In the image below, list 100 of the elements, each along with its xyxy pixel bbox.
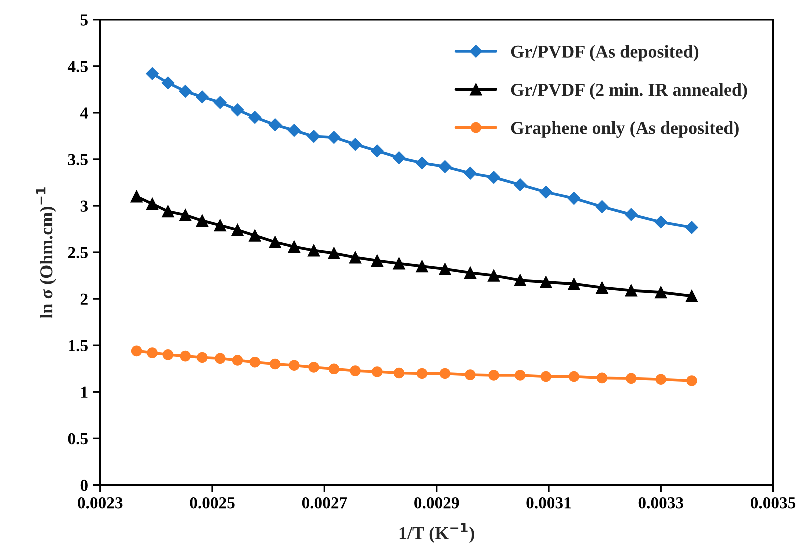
y-tick-label: 3: [80, 200, 88, 212]
point: [350, 366, 361, 376]
point: [328, 131, 341, 144]
point: [625, 284, 638, 297]
y-tick-label: 0.5: [68, 433, 88, 445]
point: [180, 350, 191, 362]
point: [269, 236, 282, 248]
point: [147, 348, 158, 358]
legend-label: Gr/PVDF (2 min. IR annealed): [511, 83, 748, 100]
point: [439, 263, 452, 276]
point: [540, 186, 553, 199]
point: [248, 111, 262, 124]
point: [232, 355, 244, 366]
point: [540, 371, 552, 382]
y-tick-label: 3.5: [68, 154, 88, 166]
point: [130, 190, 143, 203]
x-tick-label: 0.0023: [78, 497, 123, 509]
y-tick-label: 4: [80, 108, 88, 119]
point: [654, 216, 668, 229]
x-tick-label: 0.0029: [414, 497, 460, 509]
point: [686, 221, 698, 234]
point: [349, 252, 362, 264]
point: [393, 258, 406, 270]
point: [514, 178, 527, 192]
x-axis-title: 1/T (K$^{−1}$): [400, 523, 474, 544]
point: [197, 352, 208, 364]
y-tick-label: 5: [80, 14, 88, 26]
point: [288, 240, 300, 254]
point: [308, 362, 320, 373]
point: [214, 96, 227, 110]
point: [465, 370, 476, 380]
point: [214, 353, 226, 364]
point: [214, 219, 226, 232]
point: [328, 247, 340, 260]
point: [231, 104, 244, 117]
point: [370, 144, 384, 158]
point: [596, 200, 609, 214]
point: [488, 370, 500, 381]
point: [568, 371, 580, 382]
y-tick-label: 2: [80, 294, 88, 305]
point: [308, 244, 320, 257]
point: [328, 364, 340, 375]
point: [488, 270, 500, 282]
point: [464, 266, 477, 280]
legend-label: Gr/PVDF (As deposited): [511, 45, 699, 62]
y-tick-label: 0: [80, 480, 88, 492]
point: [308, 130, 320, 144]
point: [626, 373, 637, 384]
point: [596, 282, 608, 294]
point: [249, 230, 262, 242]
point: [180, 209, 192, 222]
x-tick-label: 0.0035: [751, 497, 796, 509]
point: [540, 276, 552, 288]
point: [162, 206, 174, 218]
point: [596, 372, 608, 384]
y-axis-title: ln σ (Ohm.cm)$^{−1}$: [36, 188, 56, 319]
point: [514, 274, 526, 287]
point: [349, 138, 362, 151]
point: [146, 198, 159, 210]
point: [372, 366, 383, 378]
point: [625, 208, 638, 222]
x-tick-label: 0.0025: [190, 497, 235, 509]
point: [416, 156, 429, 170]
point: [438, 160, 452, 174]
point: [568, 192, 581, 205]
point: [270, 358, 281, 370]
y-tick-label: 1.5: [69, 340, 88, 352]
point: [196, 214, 209, 227]
legend-label: Graphene only (As deposited): [511, 122, 739, 138]
point: [162, 350, 174, 360]
point: [656, 374, 667, 385]
point: [416, 260, 428, 273]
point: [289, 360, 300, 371]
y-tick-label: 1: [82, 386, 88, 398]
point: [232, 224, 244, 236]
point: [371, 254, 384, 267]
point: [568, 278, 580, 290]
x-tick-label: 0.0027: [302, 497, 348, 509]
point: [515, 370, 526, 381]
x-tick-label: 0.0031: [526, 497, 572, 509]
point: [268, 118, 282, 132]
point: [416, 368, 428, 380]
point: [162, 76, 175, 90]
point: [146, 67, 159, 80]
y-tick-label: 4.5: [68, 61, 88, 72]
point: [196, 90, 209, 104]
y-tick-label: 2.5: [68, 247, 88, 259]
point: [288, 124, 301, 138]
point: [179, 85, 192, 98]
point: [394, 368, 405, 379]
point: [655, 286, 668, 299]
point: [686, 376, 698, 386]
point: [392, 152, 406, 164]
point: [131, 346, 142, 357]
point: [488, 171, 500, 184]
x-tick-label: 0.0033: [638, 497, 684, 509]
point: [686, 290, 698, 302]
point: [250, 356, 261, 368]
point: [464, 167, 477, 180]
point: [440, 368, 451, 380]
